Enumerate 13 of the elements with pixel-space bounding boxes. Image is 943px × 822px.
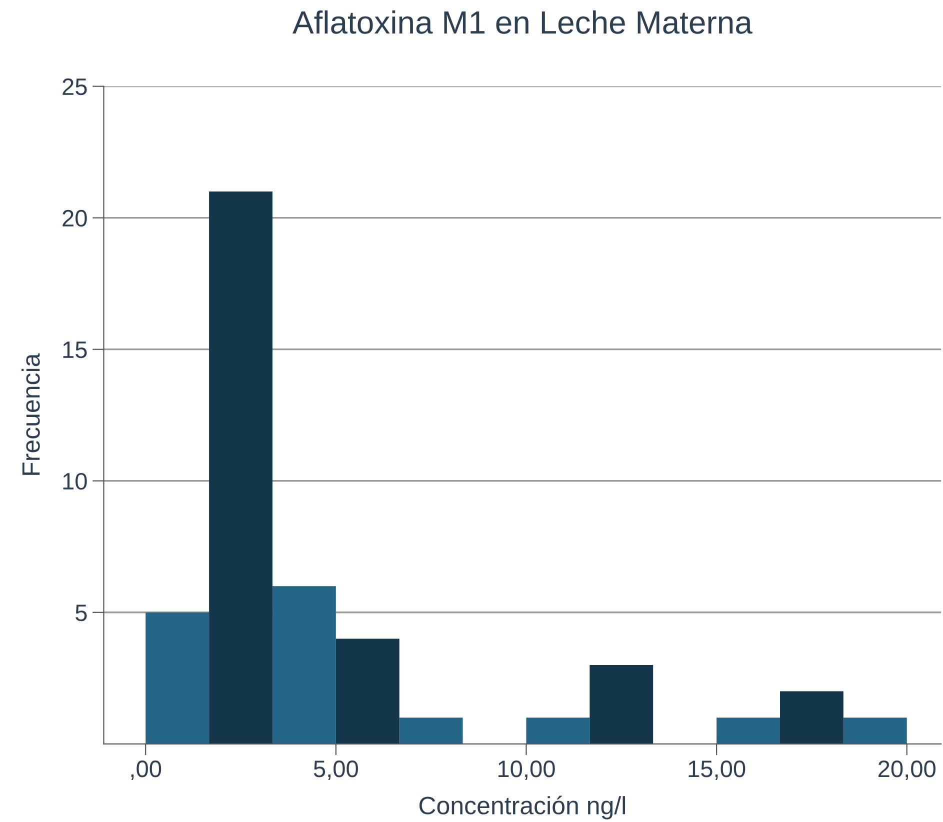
- y-tick-label: 20: [62, 210, 87, 227]
- x-tick-label: 20,00: [878, 760, 936, 780]
- x-tick-label: ,00: [131, 760, 162, 780]
- x-tick-label: 5,00: [314, 760, 358, 780]
- y-axis-title: Frecuencia: [22, 353, 40, 475]
- y-tick-label: 5: [76, 604, 87, 622]
- y-tick-label: 10: [63, 472, 87, 490]
- chart-title: Aflatoxina M1 en Leche Materna: [292, 10, 752, 34]
- x-tick-label: 15,00: [688, 760, 746, 780]
- y-tick-label: 15: [63, 342, 87, 358]
- x-axis-title: Concentración ng/l: [419, 796, 625, 820]
- x-tick-label: 10,00: [498, 760, 555, 780]
- y-tick-label: 25: [62, 78, 87, 96]
